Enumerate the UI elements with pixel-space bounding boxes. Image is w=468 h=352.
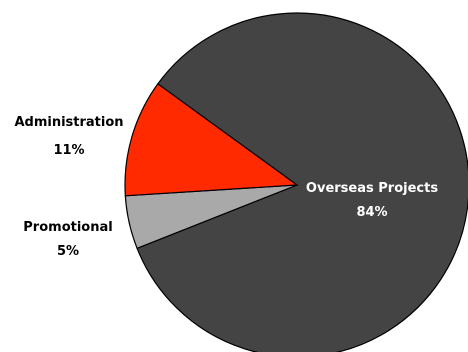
slice-label-administration: Administration: [14, 115, 123, 130]
slice-value-promotional: 5%: [57, 244, 79, 259]
slice-label-overseas-projects: Overseas Projects: [306, 181, 438, 196]
slice-label-promotional: Promotional: [23, 220, 112, 235]
slice-value-administration: 11%: [53, 143, 84, 158]
slice-value-overseas-projects: 84%: [356, 205, 387, 220]
pie-slices: [124, 12, 468, 352]
pie-slice-administration: [124, 83, 299, 197]
